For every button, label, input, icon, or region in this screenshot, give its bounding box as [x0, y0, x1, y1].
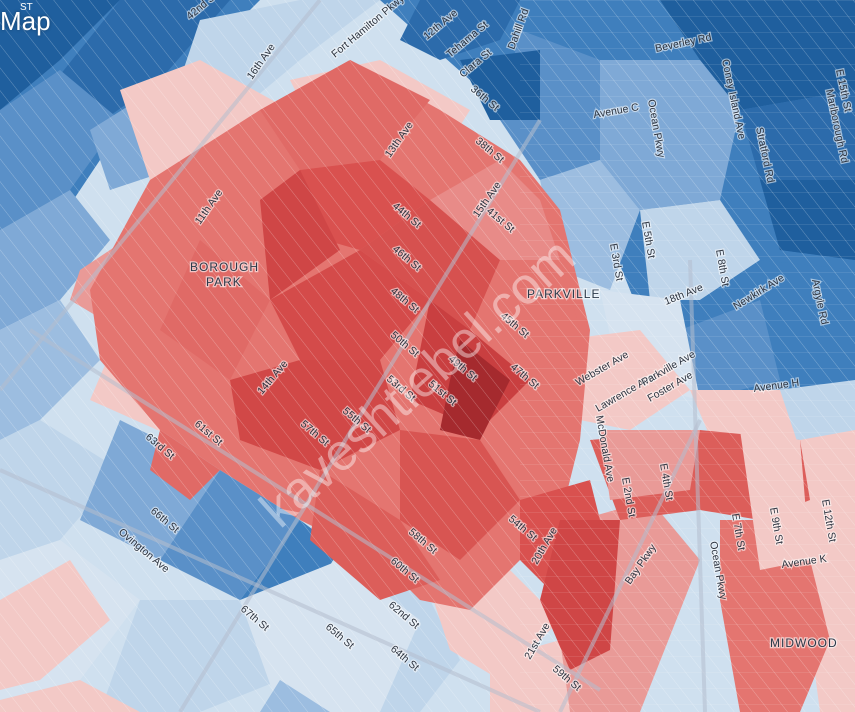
label-midwood: MIDWOOD	[770, 636, 838, 650]
major-roads	[0, 0, 707, 712]
label-borough-park: BOROUGH	[190, 260, 259, 274]
map-title: Map	[0, 6, 51, 36]
label-parkville: PARKVILLE	[527, 287, 600, 301]
label-borough-park-2: PARK	[206, 275, 242, 289]
corner-label-fragment: ST	[20, 2, 33, 13]
block-lines-east	[520, 0, 855, 712]
